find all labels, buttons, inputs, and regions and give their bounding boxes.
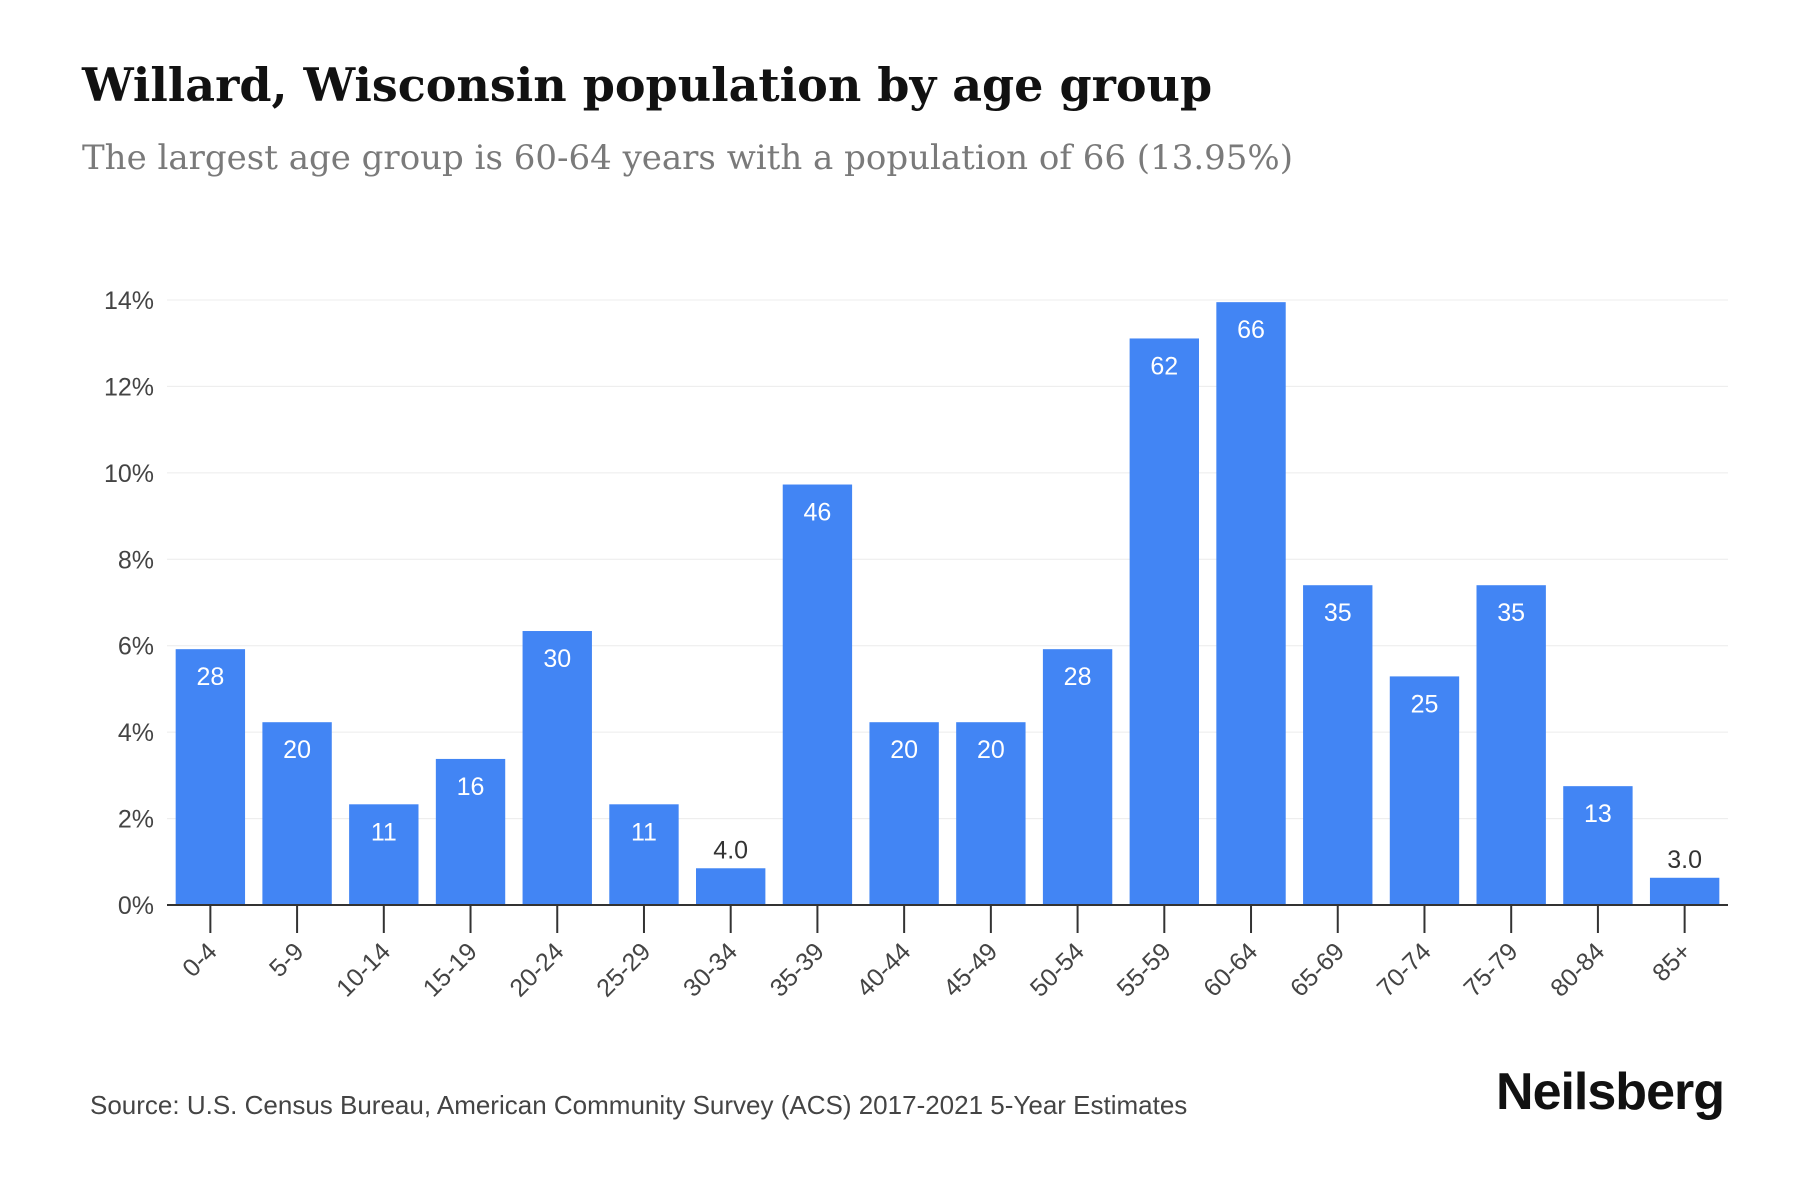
bar-value-label: 30 bbox=[543, 645, 571, 673]
x-tick-label: 10-14 bbox=[331, 937, 396, 1002]
bar-value-label: 35 bbox=[1324, 599, 1352, 627]
x-tick-label: 75-79 bbox=[1458, 937, 1523, 1002]
x-tick-label: 35-39 bbox=[765, 937, 830, 1002]
bar-value-label: 13 bbox=[1584, 800, 1612, 828]
chart-title: Willard, Wisconsin population by age gro… bbox=[82, 58, 1213, 112]
bar-value-label: 4.0 bbox=[713, 836, 748, 864]
bar-value-label: 28 bbox=[1064, 663, 1092, 691]
x-tick-label: 30-34 bbox=[678, 937, 743, 1002]
gridlines bbox=[167, 299, 1728, 820]
bar-65-69 bbox=[1303, 585, 1373, 905]
y-tick-label: 8% bbox=[118, 546, 154, 574]
x-tick-label: 15-19 bbox=[418, 937, 483, 1002]
bar-5-9 bbox=[262, 722, 332, 905]
y-axis: 0% 2% 4% 6% 8% 10% 12% 14% bbox=[104, 287, 154, 920]
bar-75-79 bbox=[1476, 585, 1546, 905]
bar-value-label: 16 bbox=[457, 773, 485, 801]
x-tick-label: 25-29 bbox=[591, 937, 656, 1002]
bar-value-label: 20 bbox=[890, 736, 918, 764]
bar-20-24 bbox=[522, 631, 592, 905]
x-tick-label: 85+ bbox=[1647, 937, 1697, 987]
bar-25-29 bbox=[609, 804, 679, 905]
x-tick-label: 50-54 bbox=[1025, 937, 1090, 1002]
bar-30-34 bbox=[696, 868, 766, 905]
bar-value-label: 11 bbox=[631, 818, 657, 846]
x-tick-label: 0-4 bbox=[177, 937, 222, 982]
bar-value-label: 28 bbox=[196, 663, 224, 691]
bar-value-label: 35 bbox=[1497, 599, 1525, 627]
x-axis: 0-4 5-9 10-14 15-19 20-24 25-29 30-34 35-39 40-4… bbox=[167, 904, 1728, 1002]
bar-value-label: 46 bbox=[804, 499, 832, 527]
x-tick-label: 45-49 bbox=[938, 937, 1003, 1002]
x-tick-label: 65-69 bbox=[1285, 937, 1350, 1002]
x-tick-label: 40-44 bbox=[851, 937, 916, 1002]
bar-40-44 bbox=[869, 722, 939, 905]
bar-85+ bbox=[1649, 877, 1720, 905]
bar-60-64 bbox=[1216, 302, 1286, 905]
x-tick-label: 60-64 bbox=[1198, 937, 1263, 1002]
bar-value-label: 11 bbox=[371, 818, 397, 846]
bar-value-label: 25 bbox=[1411, 690, 1439, 718]
chart-subtitle: The largest age group is 60-64 years wit… bbox=[82, 138, 1293, 178]
x-tick-label: 55-59 bbox=[1112, 937, 1177, 1002]
bar-value-label: 20 bbox=[977, 736, 1005, 764]
bar-70-74 bbox=[1389, 676, 1460, 905]
bar-15-19 bbox=[435, 758, 506, 905]
x-tick-label: 20-24 bbox=[504, 937, 569, 1002]
y-tick-label: 6% bbox=[118, 633, 154, 661]
x-tick-label: 70-74 bbox=[1372, 937, 1437, 1002]
x-tick-label: 5-9 bbox=[264, 937, 309, 982]
bar-0-4 bbox=[175, 649, 246, 905]
bar-55-59 bbox=[1129, 338, 1199, 906]
bar-35-39 bbox=[782, 484, 853, 905]
bar-value-label: 3.0 bbox=[1667, 846, 1702, 874]
y-tick-label: 10% bbox=[104, 460, 154, 488]
bar-value-label: 62 bbox=[1150, 352, 1178, 380]
bar-45-49 bbox=[956, 722, 1026, 905]
x-tick-label: 80-84 bbox=[1545, 937, 1610, 1002]
bars: 28 20 11 16 30 11 4.0 46 20 20 28 62 66 35 25 35 13 3.0 bbox=[175, 302, 1720, 906]
source-note: Source: U.S. Census Bureau, American Com… bbox=[90, 1090, 1188, 1120]
brand-logo: Neilsberg bbox=[1496, 1063, 1725, 1121]
bar-80-84 bbox=[1563, 786, 1633, 905]
y-tick-label: 0% bbox=[118, 892, 154, 920]
bar-50-54 bbox=[1042, 649, 1113, 905]
y-tick-label: 12% bbox=[104, 373, 154, 401]
bar-value-label: 20 bbox=[283, 736, 311, 764]
bar-10-14 bbox=[349, 804, 419, 905]
y-tick-label: 4% bbox=[118, 719, 154, 747]
y-tick-label: 2% bbox=[118, 806, 154, 834]
bar-value-label: 66 bbox=[1237, 316, 1265, 344]
y-tick-label: 14% bbox=[104, 287, 154, 315]
